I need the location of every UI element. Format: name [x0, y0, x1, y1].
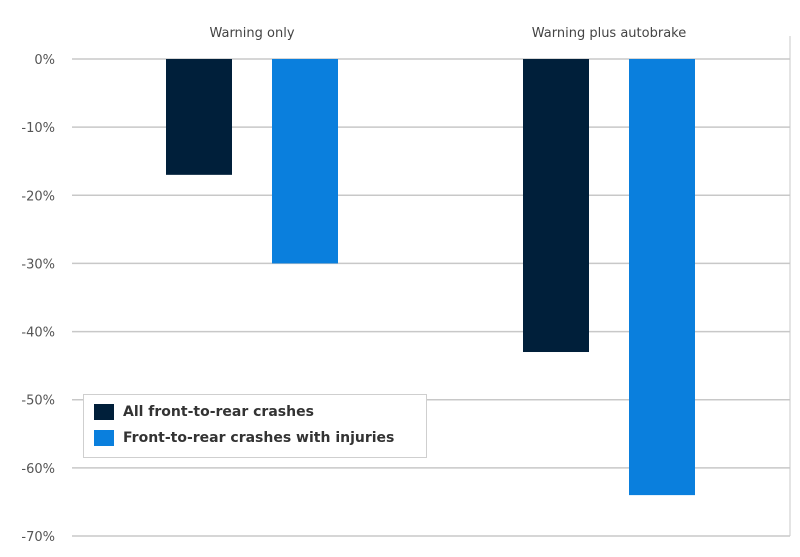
- legend-item-injury-crashes: Front-to-rear crashes with injuries: [94, 428, 394, 448]
- legend-label-injury-crashes: Front-to-rear crashes with injuries: [123, 430, 395, 446]
- bar: [166, 59, 232, 175]
- y-tick-label: -60%: [21, 462, 55, 477]
- legend-item-all-crashes: All front-to-rear crashes: [94, 402, 314, 422]
- category-label: Warning only: [209, 26, 294, 41]
- y-tick-label: -20%: [21, 189, 55, 204]
- bar: [523, 59, 589, 353]
- y-tick-label: -50%: [21, 394, 55, 409]
- chart-legend: All front-to-rear crashes Front-to-rear …: [83, 394, 427, 458]
- legend-label-all-crashes: All front-to-rear crashes: [123, 404, 314, 420]
- y-tick-label: -10%: [21, 121, 55, 136]
- y-tick-label: -40%: [21, 326, 55, 341]
- legend-swatch-all-crashes: [94, 404, 114, 420]
- legend-swatch-injury-crashes: [94, 430, 114, 446]
- bar: [629, 59, 695, 496]
- y-tick-label: -30%: [21, 257, 55, 272]
- y-tick-label: -70%: [21, 530, 55, 545]
- category-label: Warning plus autobrake: [532, 26, 686, 41]
- y-tick-label: 0%: [34, 53, 55, 68]
- bar: [272, 59, 338, 264]
